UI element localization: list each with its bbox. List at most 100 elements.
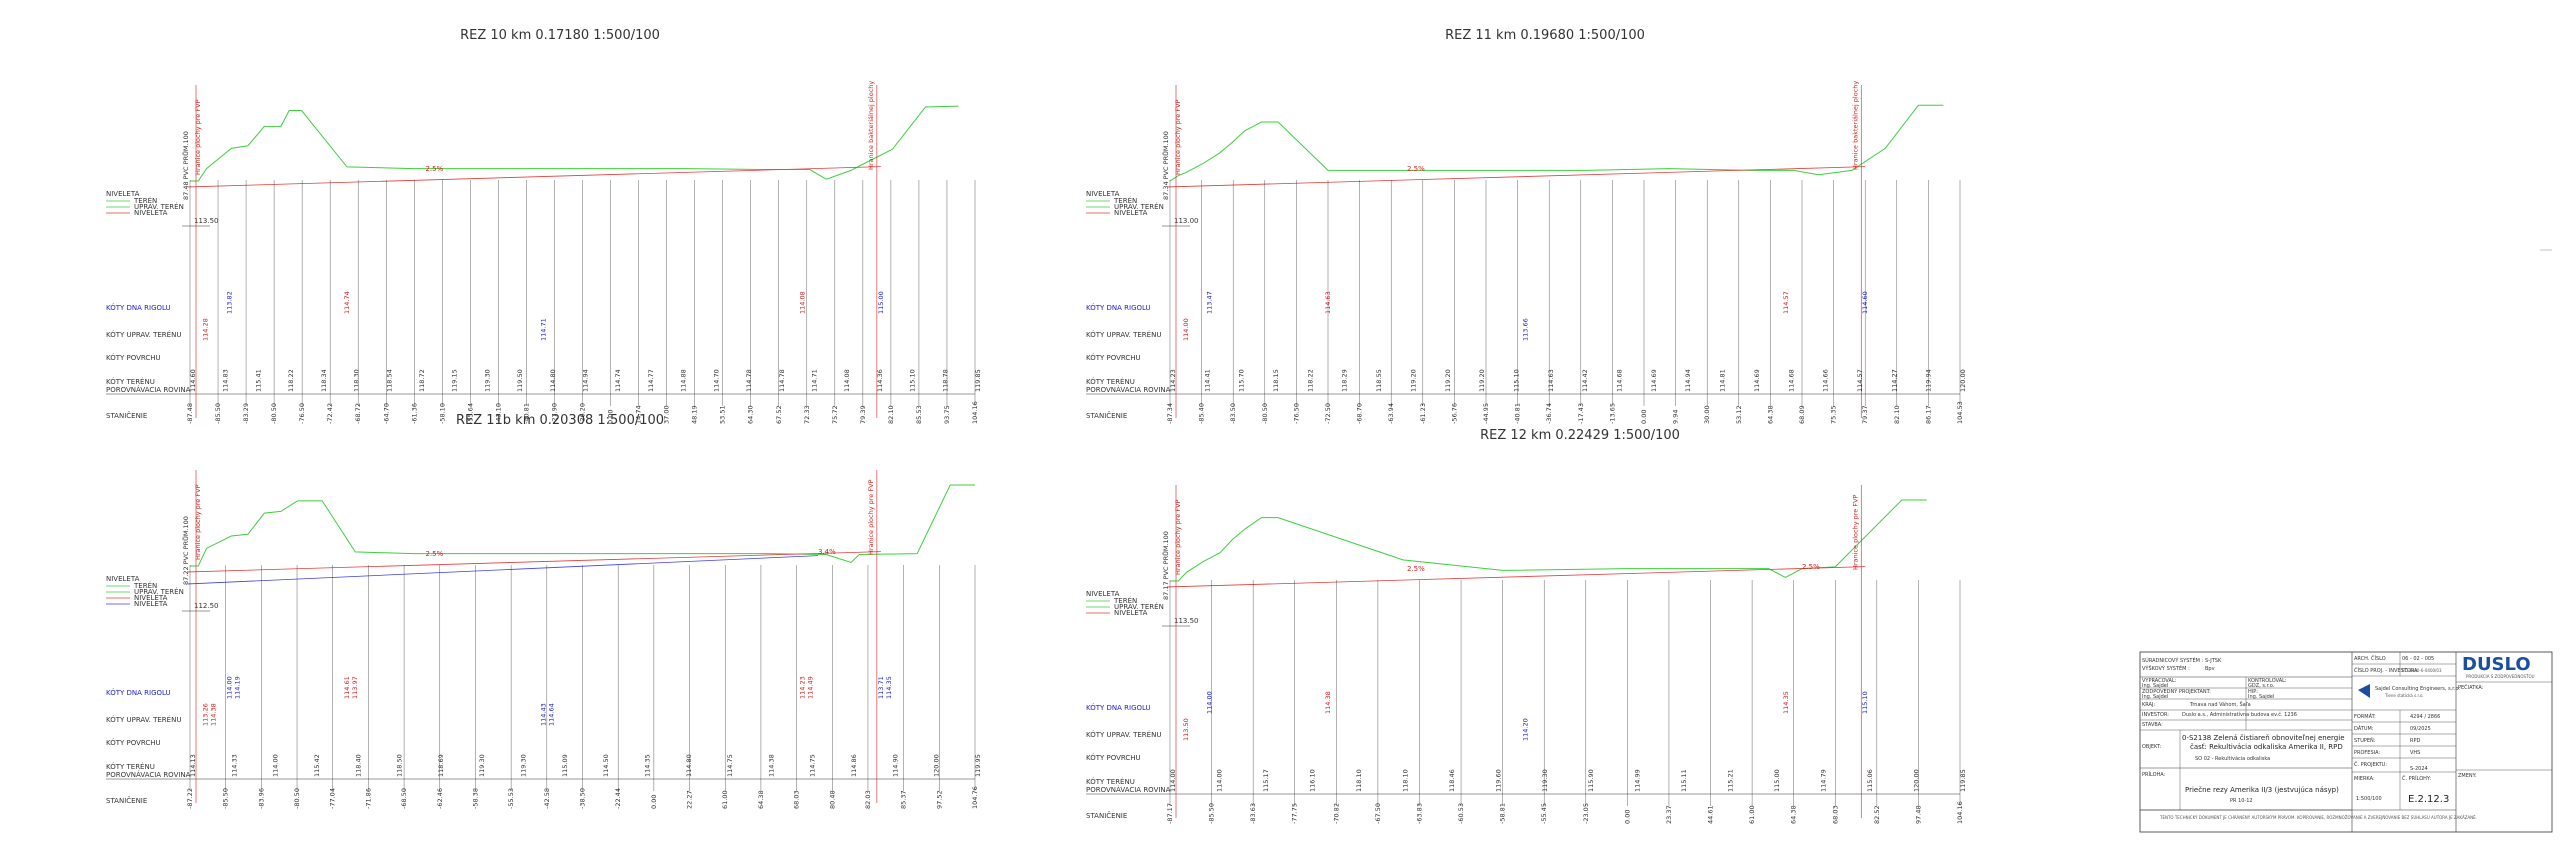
terrain-label: 114.57: [1856, 369, 1864, 392]
special-label: 114.60: [1861, 291, 1869, 314]
station-label: 82.10: [887, 405, 895, 424]
terrain-label: 115.90: [1587, 769, 1595, 792]
slope-label: 2.5%: [426, 165, 444, 173]
height-system-label: VÝŠKOVÝ SYSTÉM :: [2142, 664, 2190, 672]
legend-item: TERÉN: [133, 581, 157, 590]
special-label: 114.74: [343, 291, 351, 314]
station-label: -60.53: [1457, 803, 1465, 824]
special-label: 113.97: [351, 676, 359, 699]
terrain-label: 119.85: [1959, 769, 1967, 792]
station-label: 48.19: [691, 405, 699, 424]
station-label: 0.00: [1623, 810, 1631, 824]
station-label: -70.82: [1332, 803, 1340, 824]
terrain-label: 114.74: [614, 369, 622, 392]
row-label: KÓTY DNA RIGOLU: [1086, 303, 1151, 312]
station-label: 72.33: [803, 405, 811, 424]
slope-label: 3.4%: [818, 548, 836, 556]
terrain-label: 114.63: [1547, 369, 1555, 392]
station-label: 0.00: [607, 410, 615, 424]
terrain-label: 114.68: [1787, 369, 1795, 392]
terrain-label: 118.10: [1401, 769, 1409, 792]
station-label: -72.50: [1324, 403, 1332, 424]
station-label: 22.27: [686, 790, 694, 809]
kraj-label: KRAJ:: [2142, 702, 2155, 708]
special-label: 114.43: [539, 703, 547, 726]
terrain-label: 119.50: [516, 369, 524, 392]
station-label: -83.29: [242, 403, 250, 424]
datum-label: 113.50: [194, 217, 219, 225]
terrain-line: [190, 484, 975, 567]
prepared-label: VYPRACOVAL:: [2142, 678, 2177, 684]
station-label: 64.38: [1790, 805, 1798, 824]
special-label: 113.47: [1206, 291, 1214, 314]
terrain-label: 115.21: [1727, 769, 1735, 792]
special-label: 114.20: [1522, 718, 1530, 741]
special-label: 114.08: [798, 291, 806, 314]
special-label: 114.19: [233, 676, 241, 699]
profesia-label: PROFESIA:: [2354, 750, 2380, 756]
stupen-label: STUPEŇ:: [2354, 737, 2376, 744]
niveleta-line: [1167, 566, 1866, 588]
terrain-label: 114.81: [1719, 369, 1727, 392]
station-label: -55.64: [466, 403, 474, 424]
special-label: 114.00: [1182, 318, 1190, 341]
priloha-sub: PR 10-12: [2230, 798, 2253, 804]
row-label: KÓTY UPRAV. TERÉNU: [1086, 330, 1161, 339]
terrain-label: 114.41: [1203, 369, 1211, 392]
investor-label: INVESTOR:: [2142, 712, 2169, 718]
row-label: KÓTY POVRCHU: [1086, 753, 1141, 762]
station-label: -23.05: [1582, 803, 1590, 824]
special-label: 114.35: [1782, 691, 1790, 714]
station-label: -68.72: [354, 403, 362, 424]
checked-label: KONTROLOVAL:: [2248, 678, 2287, 684]
stavba-sub2: SO 02 - Rekultivácia odkaliska: [2195, 755, 2270, 762]
station-label: -77.75: [1291, 803, 1299, 824]
duslo-logo-sub: PRODUKCIA S ZODPOVEDNOSŤOU: [2466, 674, 2535, 679]
legend-item: NIVELETA: [1114, 609, 1148, 617]
terrain-label: 114.00: [1215, 769, 1223, 792]
station-label: -87.22: [186, 788, 194, 809]
boundary-label-right: Hranice bakteriálnej plochy: [1851, 81, 1859, 170]
boundary-label-left: Hranice plochy pre FVP: [1174, 499, 1182, 575]
row-label: KÓTY DNA RIGOLU: [1086, 703, 1151, 712]
terrain-label: 115.70: [1238, 369, 1246, 392]
station-label: 64.38: [757, 790, 765, 809]
terrain-label: 118.72: [418, 369, 426, 392]
special-label: 114.00: [225, 676, 233, 699]
company-logo-icon: [2358, 684, 2370, 698]
scale-label: MIERKA:: [2354, 776, 2375, 782]
terrain-label: 114.94: [1684, 369, 1692, 392]
special-label: 113.71: [877, 676, 885, 699]
legend-item: NIVELETA: [1114, 209, 1148, 217]
terrain-label: 114.23: [1169, 369, 1177, 392]
terrain-label: 118.22: [287, 369, 295, 392]
station-label: -76.50: [1292, 403, 1300, 424]
station-label: -27.90: [550, 403, 558, 424]
terrain-label: 118.29: [1341, 369, 1349, 392]
station-label: -61.23: [1419, 403, 1427, 424]
station-label: -17.43: [1577, 403, 1585, 424]
datum-label: DÁTUM:: [2354, 725, 2374, 732]
pipe-label: 87.17 PVC PRŮM.100: [1161, 531, 1170, 600]
row-label: KÓTY UPRAV. TERÉNU: [106, 330, 181, 339]
stavba-sub: časť: Rekultivácia odkaliska Amerika II,…: [2190, 742, 2343, 751]
station-label: 68.09: [1798, 405, 1806, 424]
row-label: STANIČENIE: [1086, 411, 1127, 420]
station-label: -63.83: [1415, 803, 1423, 824]
section-title: REZ 11 km 0.19680 1:500/100: [1445, 28, 1645, 43]
coord-system-label: SÚRADNICOVÝ SYSTÉM :: [2142, 656, 2204, 664]
arch-no-value: 06 - 02 - 005: [2402, 656, 2434, 662]
terrain-label: 118.54: [385, 369, 393, 392]
row-label: KÓTY UPRAV. TERÉNU: [1086, 730, 1161, 739]
boundary-label-right: Hranice plochy pre FVP: [1851, 494, 1859, 570]
terrain-label: 115.06: [1866, 769, 1874, 792]
duslo-logo: DUSLO: [2462, 654, 2531, 675]
station-label: 86.17: [1924, 405, 1932, 424]
hip-label: HIP:: [2248, 689, 2258, 695]
zmeny-label: ZMENY:: [2458, 773, 2477, 779]
terrain-label: 114.78: [778, 369, 786, 392]
stupen-value: RPD: [2410, 738, 2420, 744]
terrain-label: 115.09: [561, 754, 569, 777]
terrain-label: 119.60: [1494, 769, 1502, 792]
terrain-label: 118.34: [320, 369, 328, 392]
